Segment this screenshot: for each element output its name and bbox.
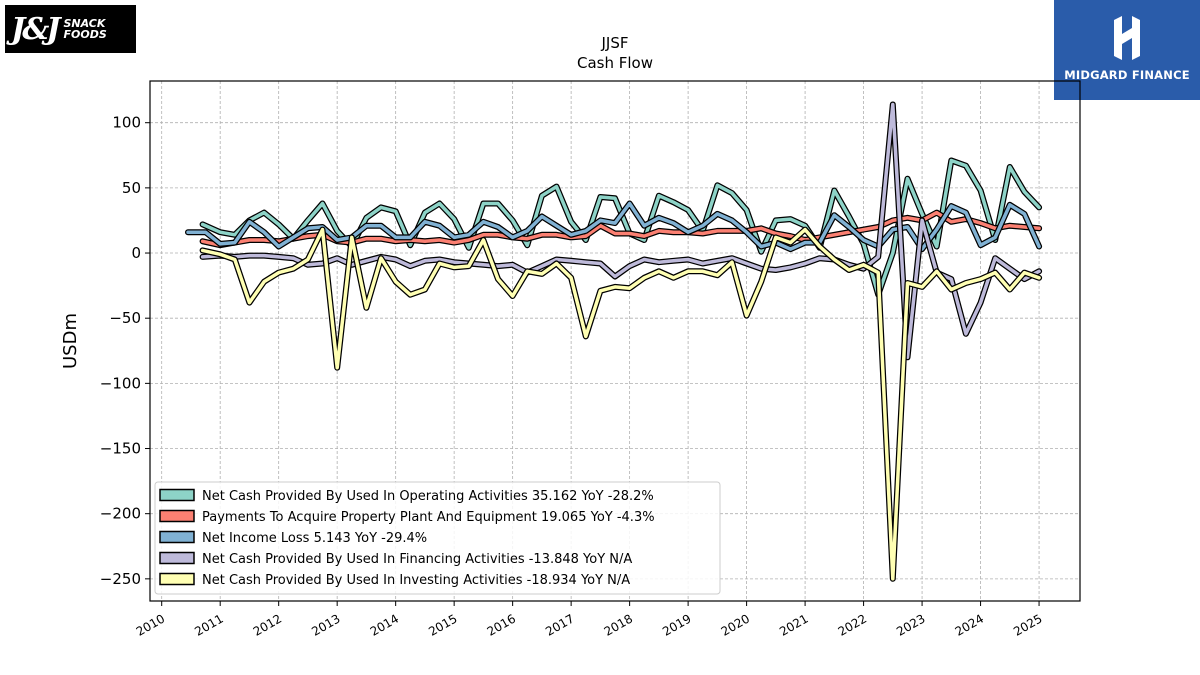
x-tick-label: 2012 bbox=[251, 611, 284, 638]
series-line bbox=[200, 227, 1041, 581]
x-tick-label: 2018 bbox=[602, 611, 635, 638]
x-tick-label: 2024 bbox=[953, 611, 986, 638]
chart-subtitle: Cash Flow bbox=[577, 54, 653, 72]
legend-swatch bbox=[159, 488, 195, 502]
x-tick-label: 2022 bbox=[836, 611, 869, 638]
x-tick-label: 2010 bbox=[134, 611, 167, 638]
x-tick-label: 2025 bbox=[1011, 611, 1044, 638]
y-tick-label: 0 bbox=[131, 244, 141, 262]
x-tick-label: 2017 bbox=[543, 611, 576, 638]
jj-snack-foods-logo: J&J SNACK FOODS bbox=[5, 5, 136, 53]
series-5 bbox=[199, 226, 1043, 582]
legend-box bbox=[154, 481, 721, 595]
midgard-finance-logo: MIDGARD FINANCE bbox=[1054, 0, 1200, 100]
legend-swatch bbox=[159, 572, 195, 586]
midgard-emblem-icon bbox=[1114, 16, 1140, 60]
logo-word: SNACK FOODS bbox=[63, 17, 107, 41]
legend-label: Payments To Acquire Property Plant And E… bbox=[202, 510, 655, 525]
logo-mark: J&J bbox=[11, 11, 61, 47]
legend-label: Net Income Loss 5.143 YoY -29.4% bbox=[202, 531, 427, 546]
legend-swatch bbox=[159, 551, 195, 565]
legend-swatch bbox=[159, 509, 195, 523]
x-tick-label: 2016 bbox=[485, 611, 518, 638]
legend-label: Net Cash Provided By Used In Financing A… bbox=[202, 552, 632, 567]
y-tick-label: −150 bbox=[100, 440, 141, 458]
series-4 bbox=[199, 101, 1043, 361]
y-tick-label: −50 bbox=[109, 309, 141, 327]
legend: Net Cash Provided By Used In Operating A… bbox=[154, 481, 721, 595]
series-line bbox=[200, 102, 1041, 360]
x-tick-label: 2020 bbox=[719, 611, 752, 638]
chart-title: JJSF bbox=[601, 34, 629, 52]
legend-swatch bbox=[159, 530, 195, 544]
y-tick-label: −200 bbox=[100, 505, 141, 523]
legend-label: Net Cash Provided By Used In Investing A… bbox=[202, 573, 630, 588]
x-tick-label: 2023 bbox=[894, 611, 927, 638]
x-tick-label: 2019 bbox=[660, 611, 693, 638]
y-tick-label: −250 bbox=[100, 570, 141, 588]
x-tick-label: 2013 bbox=[309, 611, 342, 638]
x-tick-label: 2011 bbox=[192, 611, 225, 638]
x-tick-label: 2015 bbox=[426, 611, 459, 638]
grid-layer bbox=[150, 81, 1080, 601]
plot-frame bbox=[149, 80, 1081, 602]
y-tick-label: 50 bbox=[122, 179, 141, 197]
x-tick-label: 2014 bbox=[368, 611, 401, 638]
series-layer bbox=[185, 101, 1043, 582]
x-tick-label: 2021 bbox=[777, 611, 810, 638]
y-tick-label: 100 bbox=[112, 114, 141, 132]
logo-name: MIDGARD FINANCE bbox=[1064, 68, 1190, 82]
y-axis-label: USDm bbox=[60, 313, 81, 369]
y-tick-label: −100 bbox=[100, 374, 141, 392]
legend-label: Net Cash Provided By Used In Operating A… bbox=[202, 489, 654, 504]
